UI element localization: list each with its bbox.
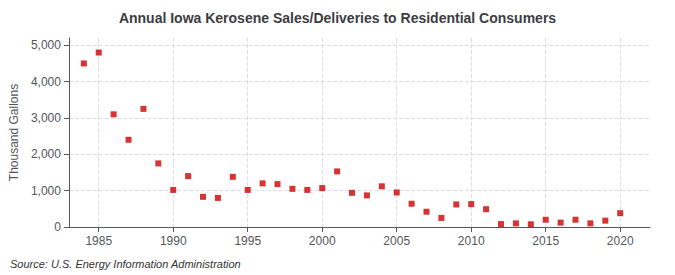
svg-text:Annual Iowa Kerosene Sales/Del: Annual Iowa Kerosene Sales/Deliveries to…	[119, 10, 556, 26]
svg-text:4,000: 4,000	[31, 75, 61, 89]
svg-text:1990: 1990	[160, 234, 187, 248]
svg-text:1995: 1995	[234, 234, 261, 248]
svg-text:1985: 1985	[85, 234, 112, 248]
svg-text:Source: U.S. Energy Informatio: Source: U.S. Energy Information Administ…	[10, 258, 241, 270]
svg-text:5,000: 5,000	[31, 38, 61, 52]
svg-text:3,000: 3,000	[31, 111, 61, 125]
svg-text:2005: 2005	[383, 234, 410, 248]
svg-text:2020: 2020	[607, 234, 634, 248]
svg-text:Thousand Gallons: Thousand Gallons	[7, 84, 21, 181]
svg-text:2,000: 2,000	[31, 147, 61, 161]
svg-text:2000: 2000	[309, 234, 336, 248]
svg-text:1,000: 1,000	[31, 184, 61, 198]
svg-text:0: 0	[54, 220, 61, 234]
svg-text:2010: 2010	[458, 234, 485, 248]
svg-text:2015: 2015	[532, 234, 559, 248]
